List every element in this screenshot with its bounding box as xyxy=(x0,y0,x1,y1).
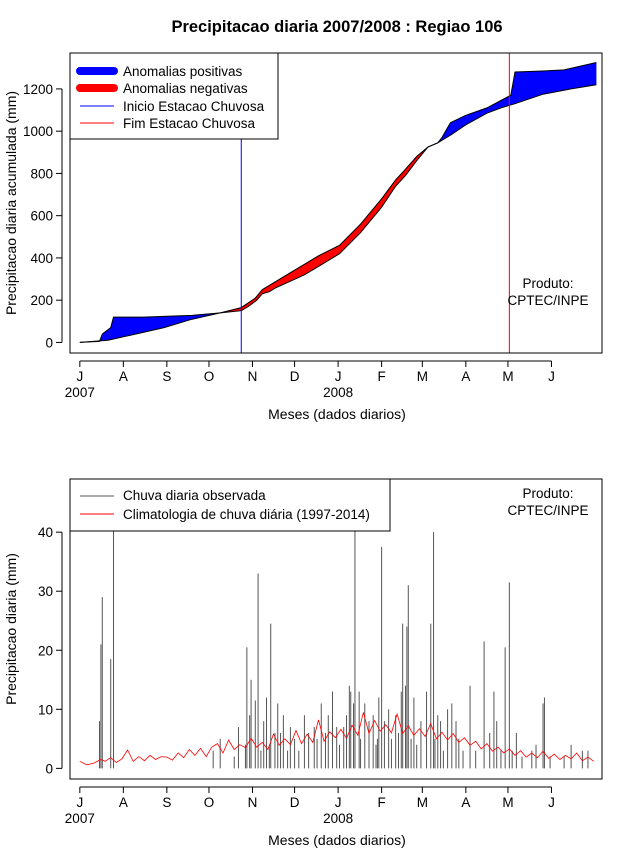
y-axis-1: 0 200 400 600 800 1000 1200 xyxy=(23,82,63,350)
y-tick-label: 0 xyxy=(45,761,53,776)
y-axis-label-1: Precipitacao diaria acumulada (mm) xyxy=(3,91,19,315)
legend-2: Chuva diaria observada Climatologia de c… xyxy=(69,478,391,532)
product-source-2: CPTEC/INPE xyxy=(507,503,588,518)
product-label-1: Produto: xyxy=(522,276,573,291)
y-tick-label: 40 xyxy=(38,525,53,540)
x-tick-label: J xyxy=(548,369,555,384)
x-axis-label-1: Meses (dados diarios) xyxy=(268,406,406,422)
positive-anomaly-area xyxy=(100,312,221,341)
x-tick-label: A xyxy=(119,369,128,384)
x-tick-label: M xyxy=(417,369,428,384)
x-tick-label: J xyxy=(548,795,555,810)
y-tick-label: 1000 xyxy=(23,124,53,139)
y-tick-label: 1200 xyxy=(23,82,53,97)
x-tick-label: A xyxy=(461,369,470,384)
x-year-label: 2007 xyxy=(65,811,95,826)
legend-label-end: Fim Estacao Chuvosa xyxy=(123,116,256,131)
x-tick-label: O xyxy=(204,795,215,810)
x-year-label: 2008 xyxy=(323,385,353,400)
negative-anomaly-area xyxy=(220,147,428,313)
x-tick-label: M xyxy=(502,369,513,384)
product-label-2: Produto: xyxy=(522,486,573,501)
y-axis-label-2: Precipitacao diaria (mm) xyxy=(3,553,19,705)
climatology-cumulative-line xyxy=(79,84,597,343)
y-tick-label: 400 xyxy=(30,251,53,266)
observed-cumulative-line xyxy=(79,62,597,343)
legend-label-positive: Anomalias positivas xyxy=(123,64,243,79)
y-tick-label: 0 xyxy=(45,335,53,350)
x-tick-label: J xyxy=(335,369,342,384)
x-tick-label: A xyxy=(461,795,470,810)
x-axis-label-2: Meses (dados diarios) xyxy=(268,832,406,848)
x-tick-label: F xyxy=(377,795,385,810)
legend-1: Anomalias positivas Anomalias negativas … xyxy=(69,52,279,140)
legend-label-start: Inicio Estacao Chuvosa xyxy=(123,99,265,114)
x-tick-label: S xyxy=(162,795,171,810)
x-year-label: 2008 xyxy=(323,811,353,826)
observed-daily-bars xyxy=(98,479,589,769)
product-source-1: CPTEC/INPE xyxy=(507,293,588,308)
y-tick-label: 10 xyxy=(38,702,53,717)
x-tick-label: J xyxy=(76,369,83,384)
legend-box-2 xyxy=(69,478,391,532)
x-tick-label: D xyxy=(290,369,300,384)
x-tick-label: S xyxy=(162,369,171,384)
y-tick-label: 200 xyxy=(30,293,53,308)
x-tick-label: N xyxy=(248,795,258,810)
x-tick-label: F xyxy=(377,369,385,384)
climatology-daily-line xyxy=(79,712,594,766)
legend-label-climatology: Climatologia de chuva diária (1997-2014) xyxy=(123,507,370,522)
y-tick-label: 30 xyxy=(38,584,53,599)
x-tick-label: D xyxy=(290,795,300,810)
legend-label-negative: Anomalias negativas xyxy=(123,81,248,96)
x-tick-label: N xyxy=(248,369,258,384)
x-tick-label: O xyxy=(204,369,215,384)
plot-frame-1 xyxy=(69,52,603,354)
y-tick-label: 20 xyxy=(38,643,53,658)
positive-anomaly-area xyxy=(427,62,597,147)
x-tick-label: A xyxy=(119,795,128,810)
y-tick-label: 800 xyxy=(30,166,53,181)
y-tick-label: 600 xyxy=(30,209,53,224)
legend-label-observed: Chuva diaria observada xyxy=(123,488,266,503)
chart-title: Precipitacao diaria 2007/2008 : Regiao 1… xyxy=(171,18,502,36)
x-tick-label: M xyxy=(417,795,428,810)
x-tick-label: J xyxy=(335,795,342,810)
x-tick-label: J xyxy=(76,795,83,810)
x-tick-label: M xyxy=(502,795,513,810)
y-axis-2: 0 10 20 30 40 xyxy=(38,525,63,776)
x-year-label: 2007 xyxy=(65,385,95,400)
